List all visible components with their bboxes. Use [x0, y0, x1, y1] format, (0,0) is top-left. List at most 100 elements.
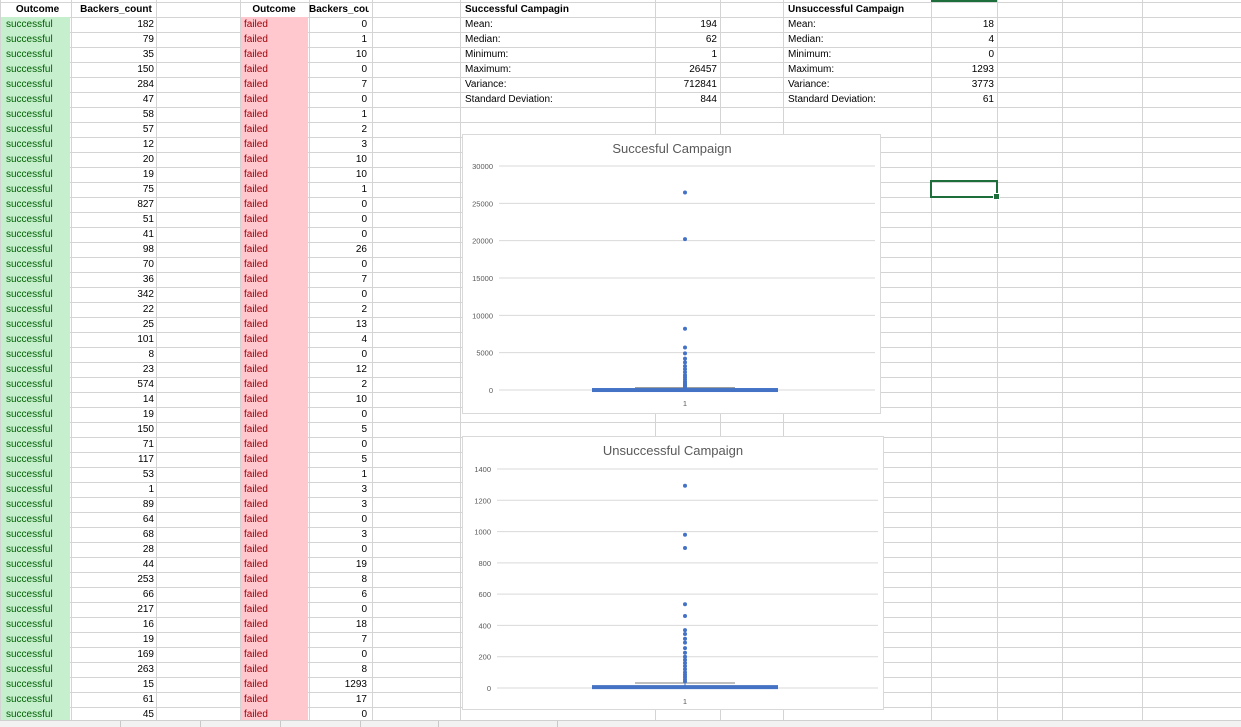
outcome-failed-cell[interactable]: failed [241, 497, 308, 512]
backers-success-cell[interactable]: 217 [137, 604, 154, 615]
backers-failed-cell[interactable]: 5 [361, 454, 367, 465]
backers-success-cell[interactable]: 117 [138, 454, 154, 465]
header-backers-failed[interactable]: Backers_count [309, 4, 369, 15]
backers-success-cell[interactable]: 36 [142, 274, 154, 285]
backers-failed-cell[interactable]: 26 [355, 244, 367, 255]
backers-failed-cell[interactable]: 0 [361, 409, 367, 420]
backers-success-cell[interactable]: 19 [142, 634, 154, 645]
stats-success-value[interactable]: 194 [700, 19, 717, 30]
outcome-failed-cell[interactable]: failed [241, 482, 308, 497]
backers-success-cell[interactable]: 57 [142, 124, 154, 135]
outcome-failed-cell[interactable]: failed [241, 662, 308, 677]
backers-failed-cell[interactable]: 13 [355, 319, 367, 330]
stats-fail-label[interactable]: Variance: [788, 79, 830, 90]
backers-success-cell[interactable]: 53 [142, 469, 154, 480]
backers-failed-cell[interactable]: 5 [361, 424, 367, 435]
backers-success-cell[interactable]: 284 [137, 79, 154, 90]
backers-success-cell[interactable]: 58 [142, 109, 154, 120]
outcome-failed-cell[interactable]: failed [241, 137, 308, 152]
backers-success-cell[interactable]: 51 [142, 214, 154, 225]
outcome-failed-cell[interactable]: failed [241, 17, 308, 32]
outcome-failed-cell[interactable]: failed [241, 92, 308, 107]
backers-failed-cell[interactable]: 0 [361, 214, 367, 225]
backers-failed-cell[interactable]: 1 [361, 469, 367, 480]
outcome-success-cell[interactable]: successful [1, 287, 70, 302]
backers-failed-cell[interactable]: 6 [361, 589, 367, 600]
outcome-success-cell[interactable]: successful [1, 107, 70, 122]
backers-success-cell[interactable]: 19 [142, 409, 154, 420]
outcome-failed-cell[interactable]: failed [241, 422, 308, 437]
outcome-success-cell[interactable]: successful [1, 557, 70, 572]
backers-success-cell[interactable]: 44 [142, 559, 154, 570]
outcome-success-cell[interactable]: successful [1, 692, 70, 707]
outcome-success-cell[interactable]: successful [1, 122, 70, 137]
outcome-success-cell[interactable]: successful [1, 542, 70, 557]
outcome-failed-cell[interactable]: failed [241, 347, 308, 362]
backers-failed-cell[interactable]: 8 [361, 664, 367, 675]
outcome-failed-cell[interactable]: failed [241, 272, 308, 287]
backers-success-cell[interactable]: 263 [137, 664, 154, 675]
outcome-success-cell[interactable]: successful [1, 437, 70, 452]
outcome-failed-cell[interactable]: failed [241, 212, 308, 227]
outcome-failed-cell[interactable]: failed [241, 632, 308, 647]
backers-failed-cell[interactable]: 17 [355, 694, 367, 705]
backers-failed-cell[interactable]: 2 [361, 124, 367, 135]
stats-fail-value[interactable]: 1293 [971, 64, 994, 75]
backers-success-cell[interactable]: 22 [142, 304, 154, 315]
outcome-success-cell[interactable]: successful [1, 317, 70, 332]
stats-success-label[interactable]: Median: [465, 34, 501, 45]
outcome-failed-cell[interactable]: failed [241, 32, 308, 47]
stats-fail-value[interactable]: 61 [982, 94, 994, 105]
stats-success-label[interactable]: Minimum: [465, 49, 509, 60]
horizontal-scrollbar[interactable] [0, 720, 1241, 727]
stats-success-label[interactable]: Standard Deviation: [465, 94, 553, 105]
backers-success-cell[interactable]: 45 [142, 709, 154, 720]
backers-success-cell[interactable]: 25 [142, 319, 154, 330]
backers-success-cell[interactable]: 574 [137, 379, 154, 390]
backers-failed-cell[interactable]: 10 [355, 169, 367, 180]
outcome-failed-cell[interactable]: failed [241, 62, 308, 77]
outcome-failed-cell[interactable]: failed [241, 677, 308, 692]
stats-fail-value[interactable]: 18 [982, 19, 994, 30]
backers-failed-cell[interactable]: 0 [361, 604, 367, 615]
outcome-success-cell[interactable]: successful [1, 17, 70, 32]
outcome-success-cell[interactable]: successful [1, 497, 70, 512]
outcome-failed-cell[interactable]: failed [241, 467, 308, 482]
outcome-failed-cell[interactable]: failed [241, 47, 308, 62]
outcome-failed-cell[interactable]: failed [241, 77, 308, 92]
backers-failed-cell[interactable]: 10 [355, 154, 367, 165]
backers-success-cell[interactable]: 70 [142, 259, 154, 270]
outcome-failed-cell[interactable]: failed [241, 452, 308, 467]
scrollbar-segment[interactable] [280, 721, 361, 727]
backers-success-cell[interactable]: 79 [142, 34, 154, 45]
scrollbar-segment[interactable] [200, 721, 281, 727]
scrollbar-segment[interactable] [0, 721, 121, 727]
backers-failed-cell[interactable]: 0 [361, 19, 367, 30]
backers-success-cell[interactable]: 89 [142, 499, 154, 510]
selected-cell[interactable] [930, 180, 1000, 200]
header-outcome-failed[interactable]: Outcome [252, 4, 296, 15]
backers-failed-cell[interactable]: 7 [361, 634, 367, 645]
backers-failed-cell[interactable]: 2 [361, 304, 367, 315]
outcome-success-cell[interactable]: successful [1, 362, 70, 377]
backers-success-cell[interactable]: 19 [142, 169, 154, 180]
backers-failed-cell[interactable]: 7 [361, 79, 367, 90]
outcome-failed-cell[interactable]: failed [241, 362, 308, 377]
outcome-success-cell[interactable]: successful [1, 137, 70, 152]
stats-success-value[interactable]: 844 [700, 94, 717, 105]
outcome-success-cell[interactable]: successful [1, 617, 70, 632]
outcome-success-cell[interactable]: successful [1, 32, 70, 47]
stats-fail-title[interactable]: Unsuccessful Campaign [788, 4, 905, 15]
backers-failed-cell[interactable]: 7 [361, 274, 367, 285]
stats-success-title[interactable]: Successful Campagin [465, 4, 569, 15]
backers-success-cell[interactable]: 64 [142, 514, 154, 525]
outcome-success-cell[interactable]: successful [1, 527, 70, 542]
backers-success-cell[interactable]: 68 [142, 529, 154, 540]
outcome-success-cell[interactable]: successful [1, 302, 70, 317]
outcome-success-cell[interactable]: successful [1, 377, 70, 392]
backers-failed-cell[interactable]: 0 [361, 259, 367, 270]
stats-fail-value[interactable]: 0 [988, 49, 994, 60]
backers-failed-cell[interactable]: 0 [361, 649, 367, 660]
outcome-success-cell[interactable]: successful [1, 482, 70, 497]
chart-successful-campaign[interactable]: Succesful Campaign 0 5000 10000 15000 20000 25… [462, 134, 881, 414]
